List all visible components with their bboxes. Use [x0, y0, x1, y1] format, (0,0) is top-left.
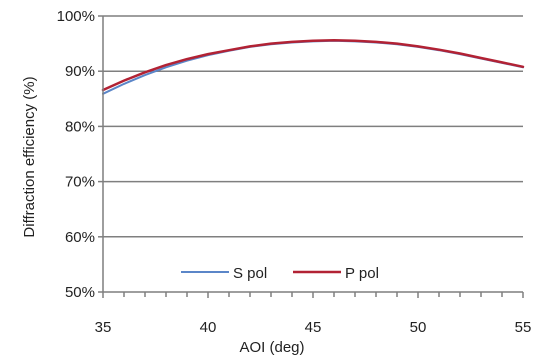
series-lines [101, 39, 525, 95]
y-axis-title: Diffraction efficiency (%) [21, 76, 38, 237]
y-tick-label: 100% [57, 8, 95, 25]
x-tick-label: 40 [200, 319, 217, 336]
y-tick-label: 60% [65, 229, 95, 246]
y-tick-label: 70% [65, 174, 95, 191]
gridlines [103, 15, 523, 238]
series-line-p-pol [101, 39, 525, 92]
x-tick-label: 35 [95, 319, 112, 336]
legend-label-p-pol: P pol [345, 265, 379, 282]
x-tick-label: 50 [410, 319, 427, 336]
y-tick-label: 90% [65, 63, 95, 80]
tick-labels: 50% 60% 70% 80% 90% 100% 35 40 45 50 55 [57, 8, 532, 336]
x-tick-label: 55 [515, 319, 532, 336]
y-tick-label: 80% [65, 118, 95, 135]
legend-label-s-pol: S pol [233, 265, 267, 282]
axes [98, 15, 524, 298]
series-line-s-pol [102, 39, 524, 95]
legend: S pol P pol [181, 265, 379, 282]
x-tick-label: 45 [305, 319, 322, 336]
y-tick-label: 50% [65, 284, 95, 301]
x-axis-title: AOI (deg) [239, 339, 304, 356]
